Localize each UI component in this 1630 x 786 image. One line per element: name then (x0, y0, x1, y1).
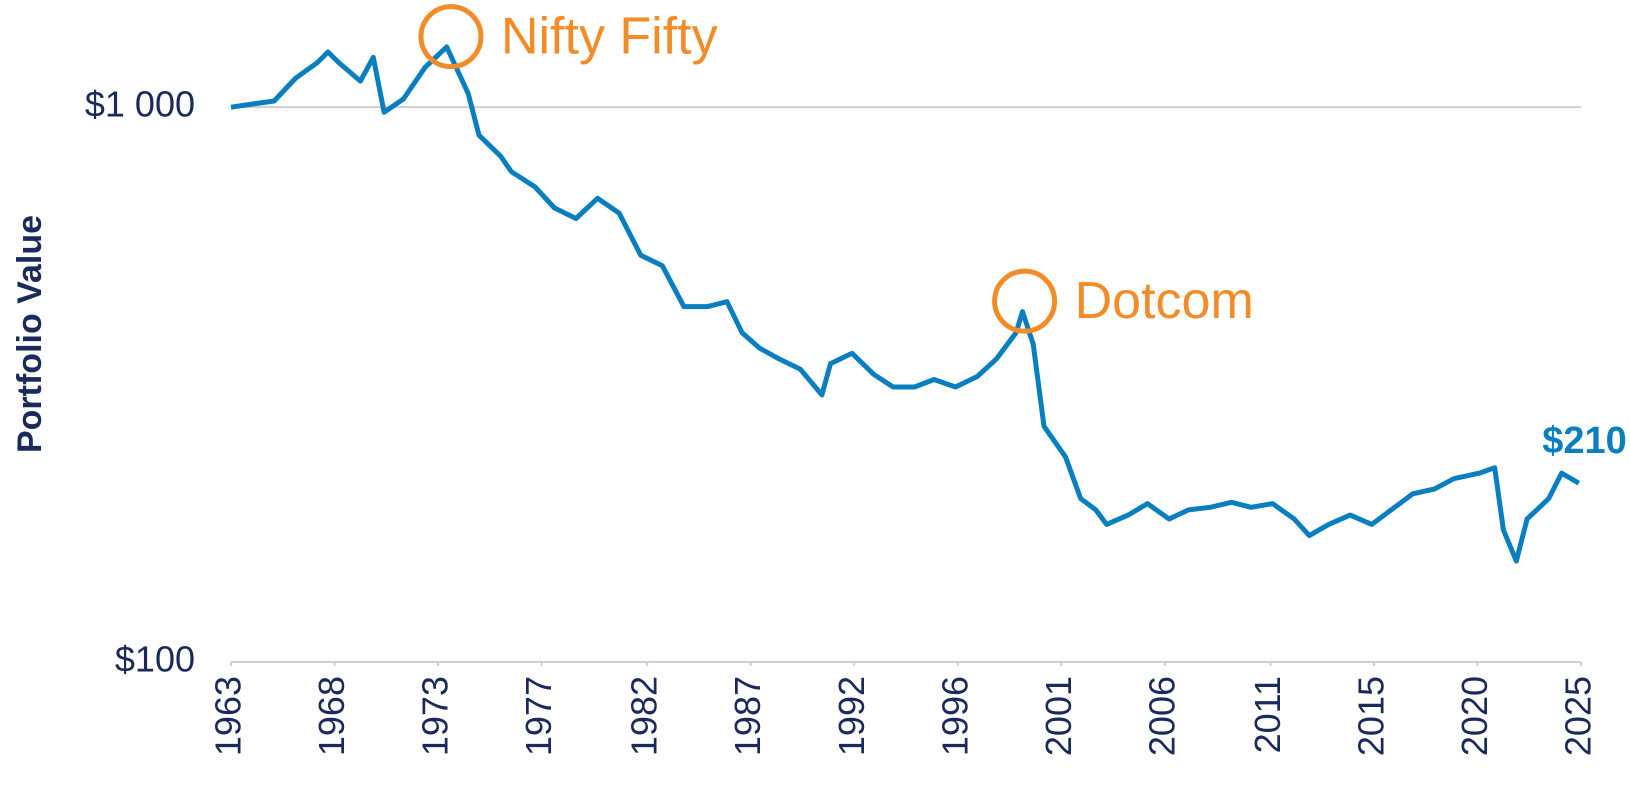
x-tick-label: 1977 (518, 676, 559, 756)
line (230, 44, 1581, 564)
annotation-circle (992, 268, 1058, 334)
x-tick-label: 2015 (1350, 676, 1391, 756)
annotation-text: Nifty Fifty (501, 7, 718, 65)
x-tick-label: 1992 (831, 676, 872, 756)
x-tick-label: 1987 (727, 676, 768, 756)
x-tick-label: 2001 (1038, 676, 1079, 756)
y-axis-label: Portfolio Value (11, 215, 49, 453)
y-tick-label: $100 (115, 639, 195, 680)
y-tick-label: $1 000 (85, 84, 195, 125)
x-tick-label: 1996 (934, 676, 975, 756)
x-tick-label: 1973 (415, 676, 456, 756)
end-label: $210 (1542, 420, 1627, 462)
x-tick-label: 1963 (208, 676, 249, 756)
x-tick-label: 1982 (624, 676, 665, 756)
x-tick-label: 1968 (311, 676, 352, 756)
x-tick-label: 2025 (1558, 676, 1599, 756)
annotation-text: Dotcom (1075, 272, 1254, 330)
x-tick-label: 2011 (1247, 676, 1288, 753)
annotation-circle (418, 4, 484, 70)
x-tick-label: 2020 (1454, 676, 1495, 756)
x-tick-label: 2006 (1141, 676, 1182, 756)
